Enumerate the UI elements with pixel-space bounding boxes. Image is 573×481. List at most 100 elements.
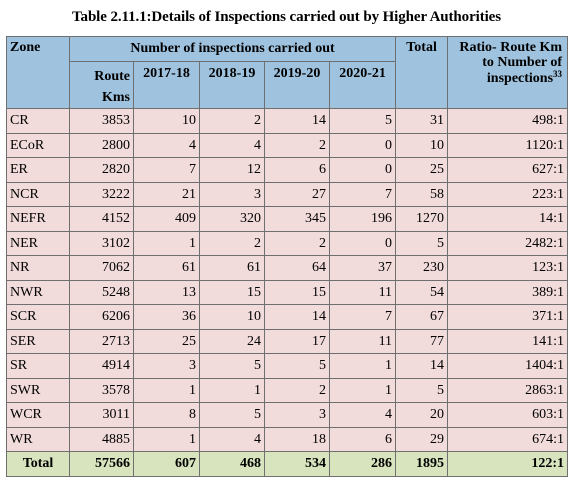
- footnote-marker: 33: [553, 68, 563, 79]
- cell-2020-21: 1: [328, 377, 397, 403]
- cell-zone: ER: [6, 157, 70, 183]
- cell-2017-18: 10: [133, 108, 200, 134]
- cell-ratio: 371:1: [447, 304, 569, 330]
- header-ratio-label: Ratio- Route Km to Number of inspections: [459, 40, 563, 86]
- cell-ratio: 674:1: [447, 426, 569, 452]
- table-footer: Total 57566 607 468 534 286 1895 122:1: [6, 451, 569, 477]
- cell-route-kms: 2713: [69, 328, 134, 354]
- total-ratio: 122:1: [447, 451, 569, 477]
- cell-2019-20: 2: [264, 377, 330, 403]
- cell-2020-21: 6: [328, 426, 397, 452]
- cell-zone: NR: [6, 255, 70, 281]
- cell-2017-18: 36: [133, 304, 200, 330]
- cell-total: 67: [395, 304, 449, 330]
- cell-zone: WR: [6, 426, 70, 452]
- cell-2020-21: 11: [328, 328, 397, 354]
- cell-2020-21: 7: [328, 304, 397, 330]
- cell-total: 5: [395, 230, 449, 256]
- cell-total: 5: [395, 377, 449, 403]
- table-caption: Table 2.11.1:Details of Inspections carr…: [72, 9, 501, 25]
- cell-2017-18: 25: [133, 328, 200, 354]
- cell-zone: NEFR: [6, 206, 70, 232]
- table-row: WR 4885 1 4 18 6 29 674:1: [6, 426, 569, 452]
- cell-total: 54: [395, 279, 449, 305]
- cell-2018-19: 3: [199, 181, 265, 207]
- cell-route-kms: 7062: [69, 255, 134, 281]
- cell-total: 77: [395, 328, 449, 354]
- cell-ratio: 2482:1: [447, 230, 569, 256]
- cell-2019-20: 18: [264, 426, 330, 452]
- cell-total: 10: [395, 132, 449, 158]
- cell-total: 29: [395, 426, 449, 452]
- cell-2017-18: 1: [133, 230, 200, 256]
- cell-2018-19: 10: [199, 304, 265, 330]
- cell-zone: CR: [6, 108, 70, 134]
- cell-ratio: 1404:1: [447, 353, 569, 379]
- cell-total: 31: [395, 108, 449, 134]
- table-row: ECoR 2800 4 4 2 0 10 1120:1: [6, 132, 569, 158]
- cell-2020-21: 11: [328, 279, 397, 305]
- total-row: Total 57566 607 468 534 286 1895 122:1: [6, 451, 569, 477]
- cell-total: 1270: [395, 206, 449, 232]
- cell-2019-20: 14: [264, 304, 330, 330]
- cell-2018-19: 15: [199, 279, 265, 305]
- cell-route-kms: 3011: [69, 402, 134, 428]
- cell-2018-19: 2: [199, 108, 265, 134]
- cell-route-kms: 4914: [69, 353, 134, 379]
- total-2018-19: 468: [199, 451, 265, 477]
- cell-route-kms: 6206: [69, 304, 134, 330]
- cell-2017-18: 1: [133, 377, 200, 403]
- cell-total: 25: [395, 157, 449, 183]
- cell-2017-18: 3: [133, 353, 200, 379]
- cell-2020-21: 7: [328, 181, 397, 207]
- cell-zone: NER: [6, 230, 70, 256]
- header-year-2017-18: 2017-18: [133, 61, 200, 109]
- cell-2019-20: 2: [264, 132, 330, 158]
- cell-ratio: 627:1: [447, 157, 569, 183]
- cell-2019-20: 345: [264, 206, 330, 232]
- table-row: NEFR 4152 409 320 345 196 1270 14:1: [6, 206, 569, 232]
- cell-2019-20: 6: [264, 157, 330, 183]
- inspections-table: Zone Number of inspections carried out T…: [6, 36, 569, 477]
- table-row: WCR 3011 8 5 3 4 20 603:1: [6, 402, 569, 428]
- cell-ratio: 2863:1: [447, 377, 569, 403]
- cell-2019-20: 14: [264, 108, 330, 134]
- header-year-2018-19: 2018-19: [199, 61, 265, 109]
- cell-route-kms: 3578: [69, 377, 134, 403]
- table-row: NCR 3222 21 3 27 7 58 223:1: [6, 181, 569, 207]
- cell-zone: NCR: [6, 181, 70, 207]
- cell-total: 230: [395, 255, 449, 281]
- header-route-kms: Route Kms: [69, 61, 134, 109]
- cell-2018-19: 4: [199, 132, 265, 158]
- cell-2018-19: 320: [199, 206, 265, 232]
- cell-2020-21: 4: [328, 402, 397, 428]
- header-total: Total: [395, 36, 449, 109]
- cell-2019-20: 5: [264, 353, 330, 379]
- cell-2020-21: 0: [328, 157, 397, 183]
- table-row: SER 2713 25 24 17 11 77 141:1: [6, 328, 569, 354]
- cell-2019-20: 64: [264, 255, 330, 281]
- header-year-2020-21: 2020-21: [328, 61, 397, 109]
- cell-ratio: 123:1: [447, 255, 569, 281]
- cell-2018-19: 1: [199, 377, 265, 403]
- table-row: NER 3102 1 2 2 0 5 2482:1: [6, 230, 569, 256]
- cell-2018-19: 4: [199, 426, 265, 452]
- total-label: Total: [6, 451, 70, 477]
- cell-2018-19: 12: [199, 157, 265, 183]
- cell-zone: NWR: [6, 279, 70, 305]
- table-row: SCR 6206 36 10 14 7 67 371:1: [6, 304, 569, 330]
- cell-ratio: 1120:1: [447, 132, 569, 158]
- cell-route-kms: 3853: [69, 108, 134, 134]
- cell-2020-21: 37: [328, 255, 397, 281]
- total-2017-18: 607: [133, 451, 200, 477]
- cell-2020-21: 0: [328, 132, 397, 158]
- cell-2018-19: 61: [199, 255, 265, 281]
- header-zone: Zone: [6, 36, 70, 109]
- cell-route-kms: 2800: [69, 132, 134, 158]
- cell-zone: SCR: [6, 304, 70, 330]
- cell-ratio: 14:1: [447, 206, 569, 232]
- cell-2017-18: 21: [133, 181, 200, 207]
- total-2019-20: 534: [264, 451, 330, 477]
- cell-2018-19: 5: [199, 353, 265, 379]
- cell-2017-18: 409: [133, 206, 200, 232]
